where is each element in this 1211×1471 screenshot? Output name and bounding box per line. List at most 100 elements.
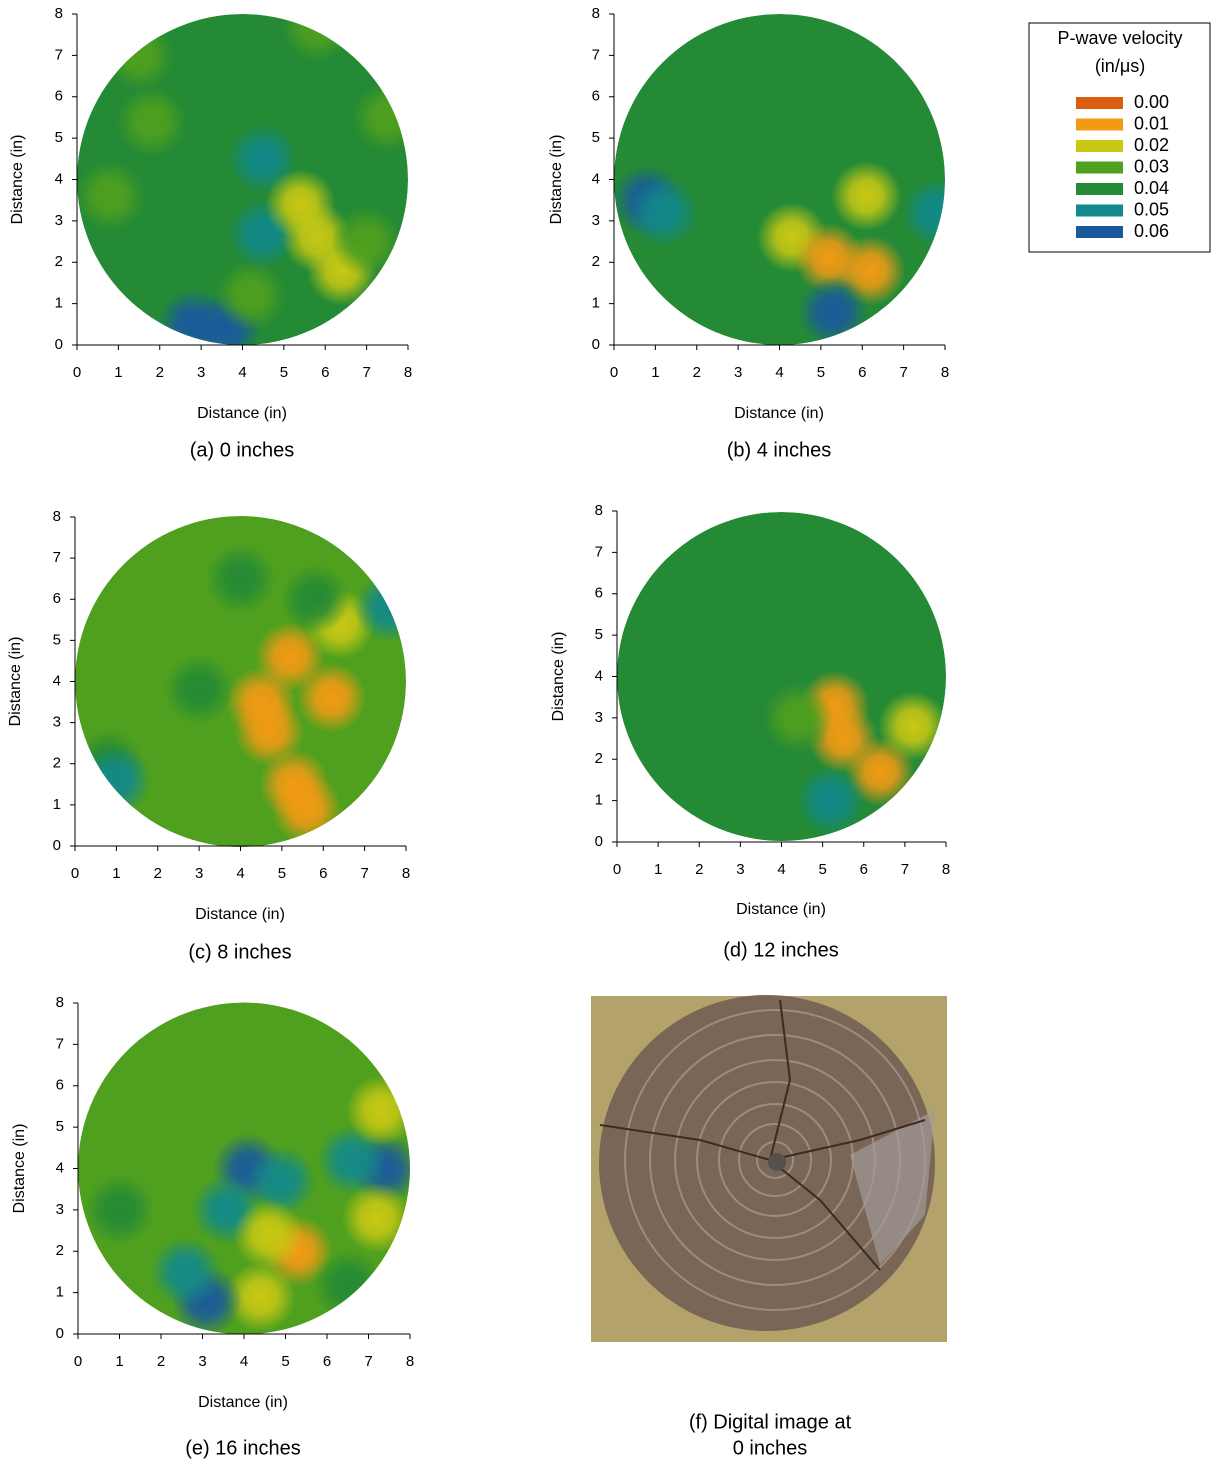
velocity-anomaly xyxy=(312,1249,384,1320)
x-tick-label: 2 xyxy=(156,364,164,381)
y-tick-label: 5 xyxy=(56,1118,64,1135)
y-tick-label: 4 xyxy=(595,667,603,684)
velocity-anomaly xyxy=(878,691,946,762)
x-tick-label: 3 xyxy=(198,1353,206,1370)
y-tick-label: 7 xyxy=(592,46,600,63)
velocity-anomaly xyxy=(354,572,406,643)
y-axis-label: Distance (in) xyxy=(548,135,565,225)
x-tick-label: 8 xyxy=(402,865,410,882)
x-tick-label: 1 xyxy=(654,861,662,878)
x-tick-label: 7 xyxy=(360,865,368,882)
velocity-field xyxy=(617,512,946,841)
y-tick-label: 7 xyxy=(595,543,603,560)
velocity-anomaly xyxy=(901,177,945,248)
x-tick-label: 7 xyxy=(899,364,907,381)
velocity-field xyxy=(77,14,408,345)
x-tick-label: 8 xyxy=(406,1353,414,1370)
y-axis-label: Distance (in) xyxy=(9,135,26,225)
x-tick-label: 6 xyxy=(319,865,327,882)
legend-label: 0.00 xyxy=(1134,92,1169,112)
velocity-anomaly xyxy=(84,1174,155,1246)
x-tick-label: 7 xyxy=(364,1353,372,1370)
x-tick-label: 8 xyxy=(404,364,412,381)
velocity-anomaly xyxy=(762,682,833,753)
velocity-anomaly xyxy=(208,1009,280,1080)
y-tick-label: 6 xyxy=(55,88,63,105)
velocity-anomaly xyxy=(795,765,866,836)
y-tick-label: 4 xyxy=(55,170,63,187)
y-tick-label: 3 xyxy=(55,212,63,229)
legend-swatch xyxy=(1076,161,1123,174)
x-tick-label: 4 xyxy=(777,861,785,878)
velocity-anomaly xyxy=(628,177,699,248)
y-tick-label: 0 xyxy=(55,336,63,353)
y-tick-label: 2 xyxy=(55,253,63,270)
x-tick-label: 6 xyxy=(858,364,866,381)
x-tick-label: 5 xyxy=(817,364,825,381)
y-tick-label: 2 xyxy=(56,1242,64,1259)
x-tick-label: 0 xyxy=(71,865,79,882)
y-tick-label: 8 xyxy=(595,502,603,519)
y-tick-label: 1 xyxy=(55,295,63,312)
y-tick-label: 8 xyxy=(53,508,61,525)
legend-swatch xyxy=(1076,97,1123,109)
x-axis-label: Distance (in) xyxy=(197,405,287,422)
y-tick-label: 7 xyxy=(56,1035,64,1052)
velocity-anomaly xyxy=(116,86,187,157)
x-axis-label: Distance (in) xyxy=(198,1394,288,1411)
photo-caption: (f) Digital image at xyxy=(689,1411,852,1433)
velocity-field xyxy=(78,1002,410,1335)
velocity-anomaly xyxy=(296,662,367,734)
velocity-field xyxy=(75,516,406,847)
x-tick-label: 1 xyxy=(115,1353,123,1370)
x-tick-label: 0 xyxy=(74,1353,82,1370)
y-tick-label: 3 xyxy=(53,714,61,731)
y-tick-label: 1 xyxy=(592,295,600,312)
velocity-anomaly xyxy=(341,1182,410,1254)
x-tick-label: 4 xyxy=(236,865,244,882)
x-tick-label: 5 xyxy=(278,865,286,882)
x-tick-label: 5 xyxy=(818,861,826,878)
panel-caption: (d) 12 inches xyxy=(723,939,839,961)
x-tick-label: 0 xyxy=(73,364,81,381)
x-axis-label: Distance (in) xyxy=(195,906,285,923)
legend-swatch xyxy=(1076,226,1123,238)
x-tick-label: 6 xyxy=(323,1353,331,1370)
y-tick-label: 1 xyxy=(53,796,61,813)
panel-caption: (e) 16 inches xyxy=(185,1437,301,1459)
legend-label: 0.01 xyxy=(1134,113,1169,133)
x-tick-label: 5 xyxy=(280,364,288,381)
y-tick-label: 3 xyxy=(595,709,603,726)
x-tick-label: 2 xyxy=(695,861,703,878)
velocity-anomaly xyxy=(103,20,175,91)
y-tick-label: 4 xyxy=(592,170,600,187)
velocity-anomaly xyxy=(345,1075,410,1146)
y-axis-label: Distance (in) xyxy=(550,632,567,722)
velocity-anomaly xyxy=(246,1145,317,1217)
x-tick-label: 8 xyxy=(942,861,950,878)
y-tick-label: 0 xyxy=(595,833,603,850)
velocity-anomaly xyxy=(352,82,408,153)
x-tick-label: 1 xyxy=(112,865,120,882)
velocity-anomaly xyxy=(271,773,342,845)
y-tick-label: 0 xyxy=(592,336,600,353)
legend-label: 0.06 xyxy=(1134,221,1169,241)
x-tick-label: 0 xyxy=(610,364,618,381)
y-tick-label: 1 xyxy=(595,792,603,809)
panel: 0 1 2 3 4 5 6 7 8 0 1 2 3 4 5 6 7 8 Distance (in) Distance … xyxy=(550,502,950,961)
legend-title: (in/μs) xyxy=(1095,56,1145,76)
x-axis-label: Distance (in) xyxy=(734,405,824,422)
x-tick-label: 4 xyxy=(775,364,783,381)
x-tick-label: 7 xyxy=(362,364,370,381)
x-tick-label: 5 xyxy=(281,1353,289,1370)
velocity-field xyxy=(614,14,945,345)
panel-caption: (b) 4 inches xyxy=(727,439,832,461)
photo xyxy=(591,995,947,1342)
x-tick-label: 6 xyxy=(321,364,329,381)
y-tick-label: 2 xyxy=(592,253,600,270)
y-tick-label: 5 xyxy=(55,129,63,146)
velocity-anomaly xyxy=(77,160,146,232)
velocity-anomaly xyxy=(205,543,276,614)
x-tick-label: 3 xyxy=(195,865,203,882)
